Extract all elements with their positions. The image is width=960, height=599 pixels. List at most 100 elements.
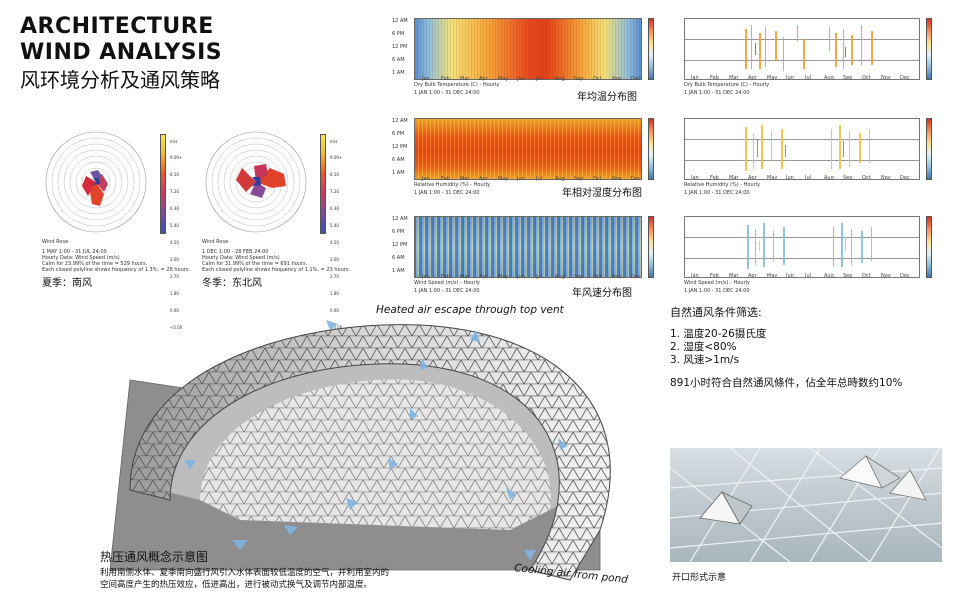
month-label: Nov: [612, 176, 622, 182]
diagram-desc-2: 空间高度产生的热压效应，低进高出，进行被动式换气及调节内部温度。: [100, 580, 373, 590]
month-label: Dec: [631, 274, 641, 280]
wind-rose-winter: m/s 9.00+ 8.10 7.20 6.30 5.40 4.50 3.60 …: [198, 128, 358, 330]
month-label: Aug: [824, 175, 834, 180]
hour-label: 6 AM: [392, 255, 405, 261]
sparse-temperature-scale: [926, 18, 932, 80]
scale-label: 9.00+: [330, 155, 343, 160]
heatmap-humidity-panel: Relative Humidity (%) - Hourly 1 JAN 1:0…: [392, 118, 672, 206]
scale-label: 5.40: [170, 223, 179, 228]
hour-label: 1 AM: [392, 170, 405, 176]
heatmap-wind-range: 1 JAN 1:00 - 31 DEC 24:00: [414, 288, 480, 294]
sparse-wind: Jan Feb Mar Apr May Jun Jul Aug Sep Oct Nov Dec: [684, 216, 920, 278]
month-label: Jul: [536, 76, 543, 82]
title-line-3: 风环境分析及通风策略: [20, 68, 220, 92]
wind-rose-summer-info-4: Each closed polyline shows frequency of …: [42, 267, 191, 273]
heatmap-wind-sublabel: Wind Speed (m/s) - Hourly: [414, 280, 480, 286]
month-label: Apr: [748, 75, 757, 80]
month-label: Dec: [900, 273, 910, 278]
month-label: Aug: [555, 176, 565, 182]
sparse-wind-scale: [926, 216, 932, 278]
diagram-desc-1: 利用南侧水体、夏季南向盛行风引入水体表面较低温度的空气，并利用室内的: [100, 568, 390, 578]
scale-label: 4.50: [170, 240, 179, 245]
wind-rose-winter-chart: [205, 131, 307, 233]
month-label: Nov: [612, 76, 622, 82]
wind-rose-summer-scale: [160, 134, 166, 234]
heatmap-wind-panel: Wind Speed (m/s) - Hourly 1 JAN 1:00 - 3…: [392, 216, 672, 304]
wind-rose-summer-info-1: 1 MAY 1:00 - 31 JUL 24:00: [42, 249, 107, 255]
ventilation-criteria: 自然通风条件筛选: 1. 温度20-26摄氏度 2. 湿度<80% 3. 风速>…: [670, 306, 950, 390]
hour-label: 6 AM: [392, 57, 405, 63]
sparse-temperature: Jan Feb Mar Apr May Jun Jul Aug Sep Oct Nov Dec: [684, 18, 920, 80]
criteria-item: 3. 风速>1m/s: [670, 354, 740, 366]
heatmap-temperature-scale: [648, 18, 654, 80]
wind-rose-winter-info-2: Hourly Data: Wind Speed (m/s): [202, 255, 280, 261]
hour-label: 1 AM: [392, 268, 405, 274]
scale-label: <0.00: [330, 325, 343, 330]
criteria-item: 2. 湿度<80%: [670, 341, 737, 353]
heatmap-temperature-range: 1 JAN 1:00 - 31 DEC 24:00: [414, 90, 480, 96]
month-label: May: [767, 175, 778, 180]
title-line-2: WIND ANALYSIS: [20, 40, 223, 65]
hour-label: 12 AM: [392, 216, 408, 222]
month-label: May: [498, 176, 509, 182]
wind-rose-winter-scale-labels: m/s 9.00+ 8.10 7.20 6.30 5.40 4.50 3.60 …: [330, 132, 342, 338]
opening-photo: [670, 448, 942, 562]
month-label: Sep: [843, 273, 853, 278]
wind-rose-summer: m/s 9.00+ 8.10 7.20 6.30 5.40 4.50 3.60 …: [38, 128, 191, 330]
month-label: Jun: [517, 274, 525, 280]
heatmap-temperature-panel: Dry Bulb Temperature (C) - Hourly 1 JAN …: [392, 18, 672, 106]
month-label: Jan: [691, 175, 699, 180]
annotation-top-vent: Heated air escape through top vent: [376, 304, 564, 316]
scale-label: 4.50: [330, 240, 339, 245]
month-label: Feb: [710, 273, 719, 278]
diagram-title: 热压通风概念示意图: [100, 550, 209, 564]
sparse-wind-panel: Jan Feb Mar Apr May Jun Jul Aug Sep Oct Nov Dec Win…: [684, 216, 954, 304]
hour-label: 6 PM: [392, 31, 405, 37]
wind-rose-winter-label: Wind Rose: [202, 239, 229, 245]
month-label: Nov: [612, 274, 622, 280]
month-label: Mar: [460, 274, 470, 280]
scale-label: 1.80: [330, 291, 339, 296]
month-label: Mar: [729, 273, 739, 278]
wind-rose-summer-caption: 夏季：南风: [42, 278, 92, 289]
sparse-humidity-sublabel: Relative Humidity (%) - Hourly: [684, 182, 761, 188]
month-label: Oct: [593, 76, 602, 82]
month-label: Sep: [574, 176, 584, 182]
month-label: May: [498, 76, 509, 82]
month-label: Feb: [441, 274, 450, 280]
hour-label: 12 PM: [392, 144, 408, 150]
month-label: Oct: [862, 273, 871, 278]
heatmap-wind-caption: 年风速分布图: [572, 288, 632, 299]
hour-label: 12 AM: [392, 18, 408, 24]
scale-unit: m/s: [170, 139, 178, 144]
wind-rose-winter-scale: [320, 134, 326, 234]
scale-label: 0.90: [170, 308, 179, 313]
scale-label: 9.00+: [170, 155, 183, 160]
month-label: Jun: [786, 175, 794, 180]
month-label: Sep: [574, 76, 584, 82]
scale-label: 6.30: [170, 206, 179, 211]
scale-label: 1.80: [170, 291, 179, 296]
title-block: ARCHITECTURE WIND ANALYSIS 风环境分析及通风策略: [20, 14, 222, 92]
month-label: Nov: [881, 75, 891, 80]
month-label: Feb: [710, 75, 719, 80]
wind-rose-winter-info-3: Calm for 31.99% of the time = 691 hours.: [202, 261, 308, 267]
month-label: Aug: [824, 75, 834, 80]
month-label: Nov: [881, 273, 891, 278]
month-label: Mar: [729, 75, 739, 80]
wind-rose-summer-chart: [45, 131, 147, 233]
wind-rose-winter-info-4: Each closed polyline shows frequency of …: [202, 267, 351, 273]
month-label: Oct: [862, 75, 871, 80]
heatmap-humidity-range: 1 JAN 1:00 - 31 DEC 24:00: [414, 190, 480, 196]
month-label: Mar: [460, 76, 470, 82]
month-label: Apr: [748, 175, 757, 180]
month-label: Aug: [555, 274, 565, 280]
wind-rose-summer-info-2: Hourly Data: Wind Speed (m/s): [42, 255, 120, 261]
scale-label: 3.60: [330, 257, 339, 262]
scale-label: 6.30: [330, 206, 339, 211]
heatmap-humidity-caption: 年相对湿度分布图: [562, 188, 642, 199]
scale-label: 0.90: [330, 308, 339, 313]
scale-label: 2.70: [330, 274, 339, 279]
scale-label: 5.40: [330, 223, 339, 228]
wind-rose-summer-label: Wind Rose: [42, 239, 69, 245]
